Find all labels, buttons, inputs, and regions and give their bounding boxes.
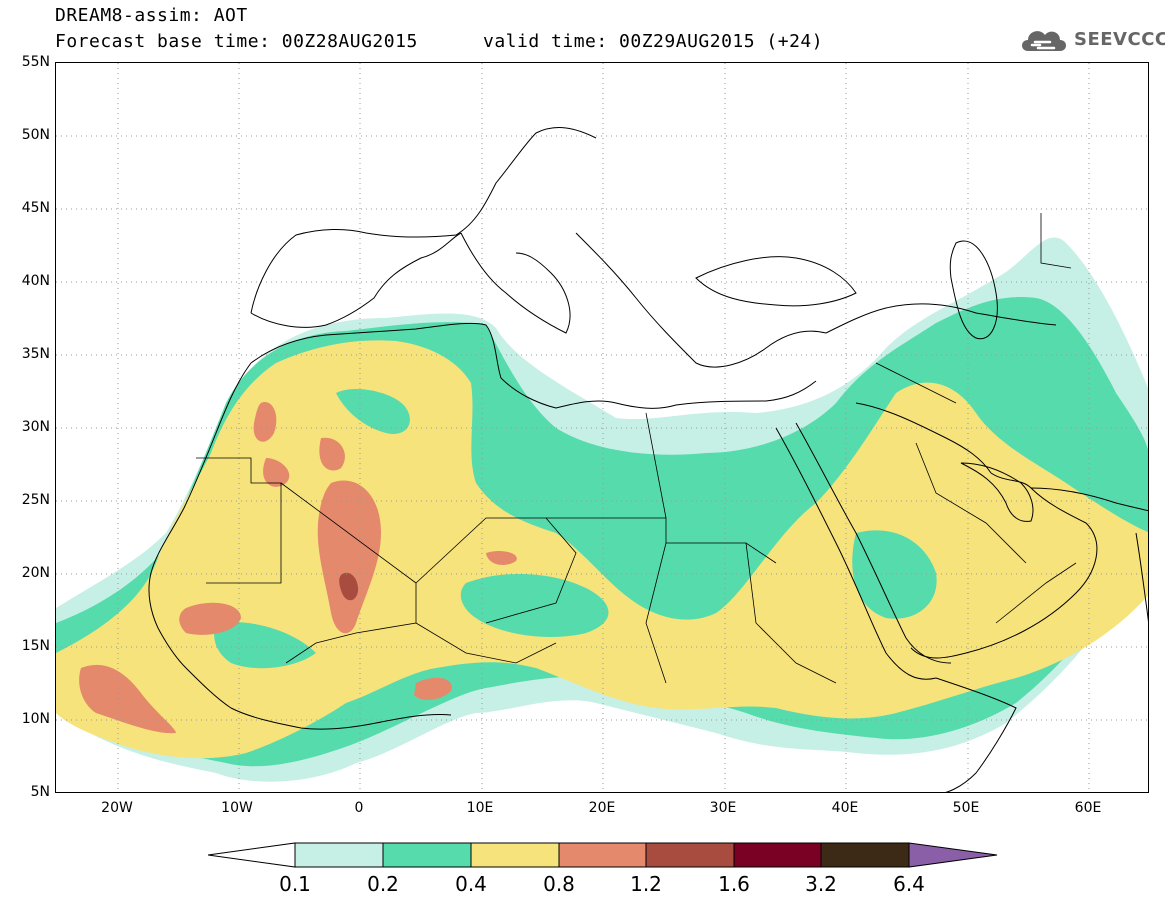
- colorbar-label-3.2: 3.2: [805, 872, 837, 896]
- graticule: [56, 63, 1148, 792]
- colorbar-under-triangle: [207, 842, 296, 868]
- lon-label-60e: 60E: [1074, 800, 1102, 816]
- lon-label-30e: 30E: [709, 800, 737, 816]
- lon-label-10w: 10W: [221, 800, 253, 816]
- colorbar-label-0.4: 0.4: [455, 872, 487, 896]
- colorbar-box-0.8-1.2: [558, 842, 647, 868]
- colorbar-over-triangle: [908, 842, 998, 868]
- lon-label-0: 0: [354, 800, 364, 816]
- aot-patch-0.8-b: [319, 437, 345, 471]
- colorbar-svg: [207, 842, 998, 868]
- colorbar-label-0.8: 0.8: [543, 872, 575, 896]
- colorbar-label-0.2: 0.2: [367, 872, 399, 896]
- lat-label-20n: 20N: [21, 565, 50, 581]
- aot-patch-0.8-d: [253, 402, 277, 442]
- colorbar-label-1.2: 1.2: [630, 872, 662, 896]
- logo-text: SEEVCCC: [1074, 28, 1165, 50]
- aot-field: [56, 237, 1148, 782]
- lat-label-55n: 55N: [21, 54, 50, 70]
- lon-label-20e: 20E: [588, 800, 616, 816]
- aot-patch-0.8-e: [179, 602, 241, 635]
- aot-pocket-0.2-c: [460, 573, 609, 638]
- colorbar-label-6.4: 6.4: [893, 872, 925, 896]
- colorbar: [207, 842, 998, 868]
- aot-map: [56, 63, 1148, 792]
- colorbar-box-1.2-1.6: [645, 842, 735, 868]
- lon-label-50e: 50E: [952, 800, 980, 816]
- aot-patch-0.8-h: [486, 550, 517, 565]
- borders: [196, 213, 1077, 684]
- aot-pocket-0.2-b: [214, 622, 316, 669]
- aot-pocket-0.2-d: [852, 530, 937, 619]
- aot-patch-0.8-g: [414, 677, 452, 700]
- lat-label-5n: 5N: [30, 784, 50, 800]
- lat-label-40n: 40N: [21, 273, 50, 289]
- lon-label-10e: 10E: [466, 800, 494, 816]
- lat-label-15n: 15N: [21, 638, 50, 654]
- aot-core-1.2: [339, 572, 359, 601]
- lat-label-45n: 45N: [21, 200, 50, 216]
- lat-label-30n: 30N: [21, 419, 50, 435]
- title-line-2: Forecast base time: 00Z28AUG2015: [55, 31, 418, 52]
- lon-label-40e: 40E: [831, 800, 859, 816]
- colorbar-box-3.2-6.4: [820, 842, 910, 868]
- lat-label-50n: 50N: [21, 127, 50, 143]
- colorbar-box-1.6-3.2: [733, 842, 822, 868]
- coastlines: [148, 127, 1148, 792]
- colorbar-box-0.4-0.8: [470, 842, 560, 868]
- aot-patch-0.8-a: [317, 480, 381, 634]
- colorbar-label-1.6: 1.6: [718, 872, 750, 896]
- aot-pocket-0.2-a: [336, 388, 410, 434]
- colorbar-box-0.2-0.4: [382, 842, 472, 868]
- colorbar-label-0.1: 0.1: [279, 872, 311, 896]
- valid-time: valid time: 00Z29AUG2015 (+24): [483, 31, 824, 52]
- seevccc-logo: SEEVCCC: [1018, 22, 1165, 56]
- title-line-1: DREAM8-assim: AOT: [55, 5, 248, 26]
- lat-label-10n: 10N: [21, 711, 50, 727]
- lon-label-20w: 20W: [101, 800, 133, 816]
- colorbar-box-0.1-0.2: [294, 842, 384, 868]
- lat-label-25n: 25N: [21, 492, 50, 508]
- lat-label-35n: 35N: [21, 346, 50, 362]
- map-panel: [55, 62, 1149, 793]
- aot-patch-0.8-f: [79, 664, 176, 734]
- aot-patch-0.8-c: [263, 458, 290, 487]
- cloud-icon: [1022, 31, 1066, 51]
